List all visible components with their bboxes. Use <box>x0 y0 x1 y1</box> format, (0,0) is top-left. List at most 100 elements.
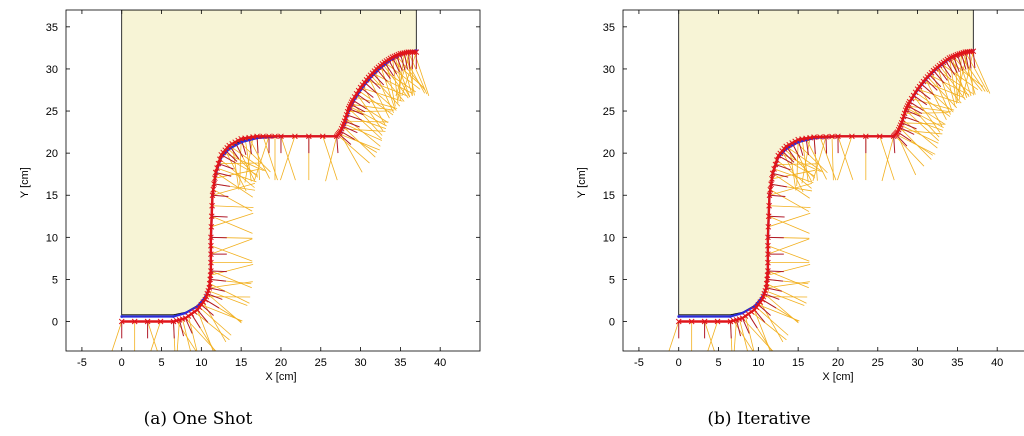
y-tick-label: 20 <box>46 148 58 160</box>
normal-ticks <box>121 52 417 339</box>
y-axis-label: Y [cm] <box>576 167 588 198</box>
sensor-ray <box>339 132 363 173</box>
robot-path-marker <box>862 133 869 140</box>
robot-path-marker <box>260 133 266 140</box>
y-tick-label: 0 <box>609 317 615 329</box>
normal-tick <box>764 293 780 300</box>
robot-path-marker <box>688 318 695 325</box>
sensor-ray <box>223 152 264 171</box>
chart-panel-a: -5 0 5 10 15 20 25 30 35 40 0 5 10 15 20 25 30 35 X [cm] Y … <box>19 9 481 429</box>
x-tick-label: 20 <box>832 357 844 369</box>
y-axis-label: Y [cm] <box>19 167 31 198</box>
normal-tick <box>184 317 193 334</box>
workspace-region <box>678 10 974 316</box>
target-contour-point <box>172 315 175 318</box>
sensor-ray <box>358 90 394 116</box>
sensor-ray <box>254 136 270 181</box>
robot-path-marker <box>342 115 349 121</box>
normal-tick <box>805 138 809 156</box>
robot-path-marker <box>188 311 195 317</box>
robot-path-marker <box>898 119 905 126</box>
robot-path-marker <box>970 48 977 55</box>
sensor-ray <box>896 132 917 176</box>
robot-path-marker <box>772 161 779 168</box>
robot-path-marker <box>215 160 222 167</box>
robot-path-marker <box>413 49 420 55</box>
normal-tick <box>172 321 175 339</box>
normal-tick <box>948 57 958 73</box>
sensor-ray <box>881 136 895 182</box>
figure-caption: (a) One Shot <box>144 409 253 429</box>
normal-tick <box>945 60 955 76</box>
robot-path-marker <box>157 318 164 325</box>
sensor-ray <box>937 67 953 112</box>
sensor-ray <box>770 189 810 212</box>
y-tick-label: 25 <box>603 106 615 118</box>
robot-path-marker <box>214 165 220 171</box>
normal-tick <box>336 136 339 154</box>
sensor-ray <box>209 283 250 304</box>
robot-path-marker <box>266 133 272 140</box>
figure-caption: (b) Iterative <box>707 409 810 429</box>
x-tick-label: 0 <box>119 357 125 369</box>
robot-path-marker <box>701 318 708 325</box>
robot-path-marker <box>254 133 260 140</box>
sensor-ray <box>801 138 809 183</box>
sensor-ray <box>768 212 811 228</box>
sensor-ray <box>370 74 401 107</box>
x-tick-label: 30 <box>911 357 923 369</box>
robot-path-marker <box>765 213 772 220</box>
robot-path-marker <box>745 311 752 317</box>
robot-path-marker <box>786 141 793 148</box>
sensor-ray <box>211 212 254 228</box>
normal-tick <box>178 319 185 337</box>
robot-path-marker <box>208 223 215 230</box>
normal-tick <box>771 183 787 188</box>
normal-tick <box>346 114 362 121</box>
sensor-ray <box>345 117 381 147</box>
normal-tick <box>352 99 367 110</box>
sensor-ray <box>392 57 399 104</box>
sensor-ray <box>176 320 197 351</box>
sensor-ray <box>210 238 253 255</box>
sensor-ray <box>350 103 395 111</box>
normal-tick <box>215 172 232 177</box>
y-tick-label: 35 <box>46 22 58 34</box>
axes-frame <box>65 9 481 352</box>
robot-path-marker <box>823 133 829 140</box>
x-tick-label: 35 <box>394 357 406 369</box>
robot-path-marker <box>771 166 777 172</box>
sensor-ray <box>801 137 811 184</box>
robot-path-marker <box>211 181 217 187</box>
normal-tick <box>210 270 227 273</box>
normal-tick <box>207 293 223 300</box>
robot-path-marker <box>182 315 189 322</box>
x-tick-label: 40 <box>991 357 1003 369</box>
robot-path-marker <box>811 134 817 140</box>
robot-path-marker <box>767 186 774 193</box>
sensor-ray <box>380 65 396 110</box>
x-axis-label: X [cm] <box>265 371 296 383</box>
sensor-ray <box>280 136 296 181</box>
sensor-ray <box>248 137 270 179</box>
normal-tick <box>741 317 750 334</box>
x-tick-label: -5 <box>77 357 87 369</box>
robot-path-marker <box>748 308 755 315</box>
sensor-ray <box>150 321 161 351</box>
sensor-ray <box>147 321 158 351</box>
robot-path-marker <box>742 313 749 319</box>
normal-tick <box>905 109 921 117</box>
sensor-ray <box>772 173 810 199</box>
robot-path-marker <box>144 318 151 325</box>
normal-tick <box>344 120 360 128</box>
sensor-ray <box>202 301 227 343</box>
sensor-ray <box>704 321 715 351</box>
robot-path-marker <box>900 113 907 120</box>
robot-path-marker <box>899 116 906 123</box>
robot-path-marker <box>353 90 360 97</box>
sensor-ray <box>913 95 941 133</box>
robot-path-marker <box>768 181 774 188</box>
normal-tick <box>391 56 400 73</box>
sensor-ray <box>397 52 405 99</box>
x-tick-label: -5 <box>634 357 644 369</box>
